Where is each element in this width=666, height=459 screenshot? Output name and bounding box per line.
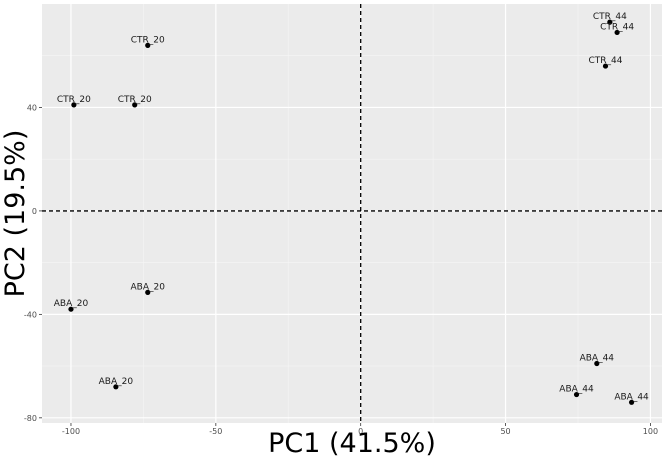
point-label: CTR_44 bbox=[589, 56, 623, 66]
y-axis-title: PC2 (19.5%) bbox=[0, 130, 31, 298]
point-label: ABA_20 bbox=[99, 377, 134, 387]
data-point bbox=[628, 399, 635, 405]
data-point bbox=[594, 360, 600, 367]
x-tick-label: -100 bbox=[62, 427, 80, 436]
data-point bbox=[607, 19, 613, 25]
data-point bbox=[71, 102, 77, 108]
data-point bbox=[145, 289, 151, 295]
point-label: CTR_20 bbox=[57, 95, 91, 105]
x-tick-label: 0 bbox=[358, 427, 363, 436]
data-point bbox=[614, 29, 620, 36]
y-tick-label: -40 bbox=[24, 310, 37, 319]
point-label: ABA_20 bbox=[131, 282, 166, 292]
point-label: CTR_44 bbox=[593, 12, 627, 22]
point-label: ABA_44 bbox=[559, 385, 594, 395]
grid-lines bbox=[42, 4, 662, 423]
data-point bbox=[132, 102, 138, 108]
reference-lines bbox=[42, 4, 662, 423]
x-tick-label: 100 bbox=[643, 427, 658, 436]
data-points bbox=[68, 19, 635, 405]
y-tick-label: 0 bbox=[32, 207, 37, 216]
y-tick-label: 40 bbox=[27, 103, 37, 112]
point-label: ABA_44 bbox=[580, 354, 615, 364]
data-point bbox=[145, 42, 151, 48]
point-label: CTR_20 bbox=[118, 95, 152, 105]
x-tick-label: 50 bbox=[500, 427, 510, 436]
plot-panel bbox=[42, 4, 662, 423]
y-tick-label: -80 bbox=[24, 414, 37, 423]
point-label: CTR_44 bbox=[600, 22, 634, 32]
point-label: ABA_20 bbox=[54, 299, 89, 309]
data-point bbox=[113, 384, 119, 390]
data-point bbox=[573, 391, 580, 398]
x-tick-label: -50 bbox=[209, 427, 222, 436]
point-label: ABA_44 bbox=[614, 392, 649, 402]
point-label: CTR_20 bbox=[131, 35, 165, 45]
data-point bbox=[68, 306, 74, 312]
data-point bbox=[602, 63, 609, 69]
axis-ticks: -100 -50 0 50 100 -80 -40 0 40 bbox=[24, 103, 658, 436]
x-axis-title: PC1 (41.5%) bbox=[268, 428, 436, 459]
